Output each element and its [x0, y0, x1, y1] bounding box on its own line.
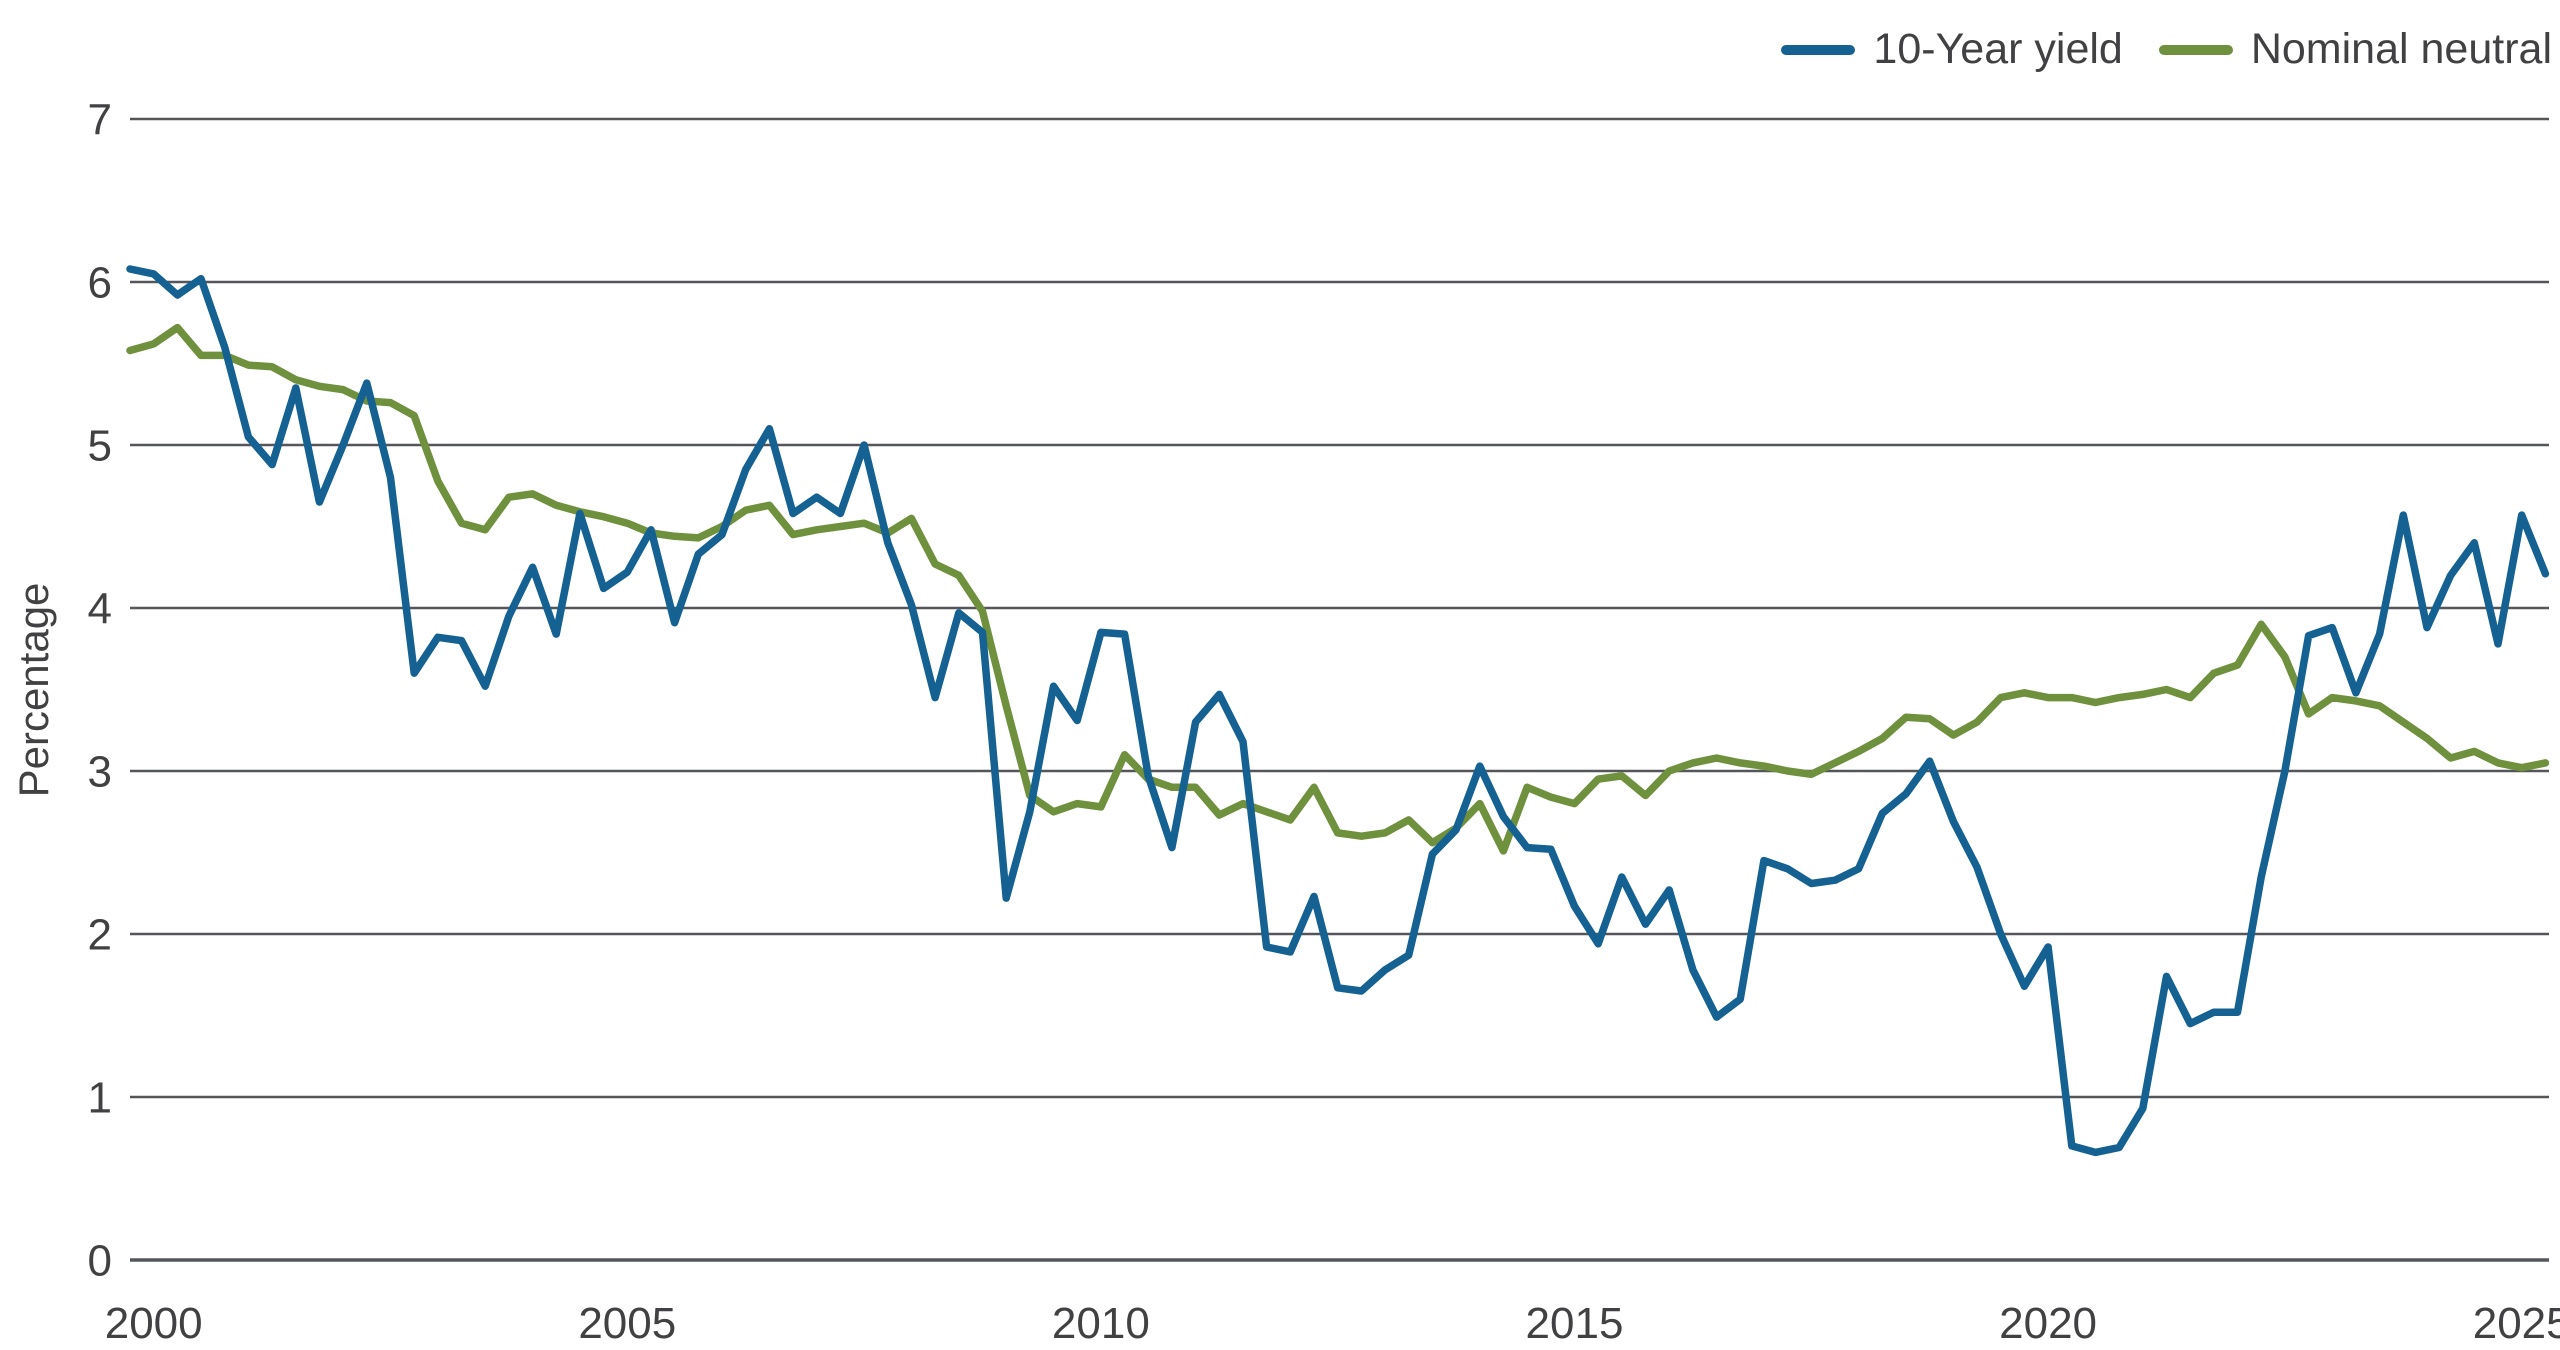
x-tick-label: 2000 — [105, 1299, 203, 1348]
y-tick-label: 3 — [88, 747, 112, 796]
y-tick-label: 0 — [88, 1236, 112, 1285]
series-line-10-year-yield — [126, 265, 2550, 1157]
legend-label: Nominal neutral — [2250, 25, 2552, 73]
y-tick-label: 2 — [88, 910, 112, 959]
y-axis-title: Percentage — [10, 582, 57, 798]
x-tick-label: 2010 — [1052, 1299, 1150, 1348]
x-tick-label: 2015 — [1526, 1299, 1624, 1348]
line-swatch-icon — [1781, 44, 1856, 55]
y-tick-label: 5 — [88, 421, 112, 470]
y-tick-label: 4 — [88, 584, 112, 633]
y-tick-label: 1 — [88, 1073, 112, 1122]
y-tick-label: 6 — [88, 258, 112, 307]
legend: 10-Year yield Nominal neutral — [1781, 28, 2552, 71]
legend-label: 10-Year yield — [1873, 25, 2123, 73]
x-tick-label: 2020 — [1999, 1299, 2097, 1348]
x-tick-label: 2005 — [578, 1299, 676, 1348]
legend-item-nominal-neutral: Nominal neutral — [2158, 25, 2552, 73]
y-tick-label: 7 — [88, 95, 112, 144]
line-swatch-icon — [2158, 44, 2233, 55]
legend-item-10-year-yield: 10-Year yield — [1781, 25, 2123, 73]
x-tick-label: 2025 — [2473, 1299, 2560, 1348]
series-line-nominal-neutral — [126, 323, 2550, 855]
